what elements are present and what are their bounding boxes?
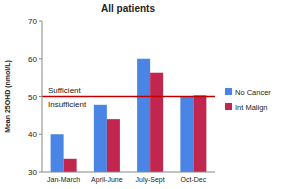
legend-label: No Cancer	[235, 88, 271, 97]
y-axis-label: Mean 25OHD (nmol/L)	[4, 60, 12, 133]
chart: All patients Mean 25OHD (nmol/L) 30 40 50 60 7…	[0, 0, 285, 189]
y-tick-label: 40	[28, 130, 37, 139]
legend-swatch	[225, 88, 232, 95]
x-tick-label: Jan-March	[47, 176, 80, 183]
y-tick-label: 70	[28, 17, 37, 26]
bar	[137, 59, 150, 172]
y-tick-label: 60	[28, 55, 37, 64]
legend-label: Int Malign	[235, 103, 268, 112]
bar	[51, 134, 64, 172]
bar	[193, 95, 206, 172]
threshold-line	[42, 96, 215, 98]
annotation: Insufficient	[48, 100, 87, 109]
bar	[180, 97, 193, 173]
bar	[107, 119, 120, 172]
x-tick-label: Oct-Dec	[181, 176, 207, 183]
annotation: Sufficient	[48, 86, 82, 95]
y-tick-label: 50	[28, 93, 37, 102]
bar	[64, 159, 77, 172]
title: All patients	[101, 3, 155, 14]
x-tick-label: April-June	[91, 176, 123, 184]
bar	[94, 105, 107, 172]
y-axis	[42, 21, 43, 172]
legend-swatch	[225, 103, 232, 110]
x-axis	[42, 172, 215, 173]
bar	[150, 73, 163, 172]
y-tick-label: 30	[28, 168, 37, 177]
plot-area	[42, 59, 215, 172]
x-tick-label: July-Sept	[136, 176, 165, 184]
